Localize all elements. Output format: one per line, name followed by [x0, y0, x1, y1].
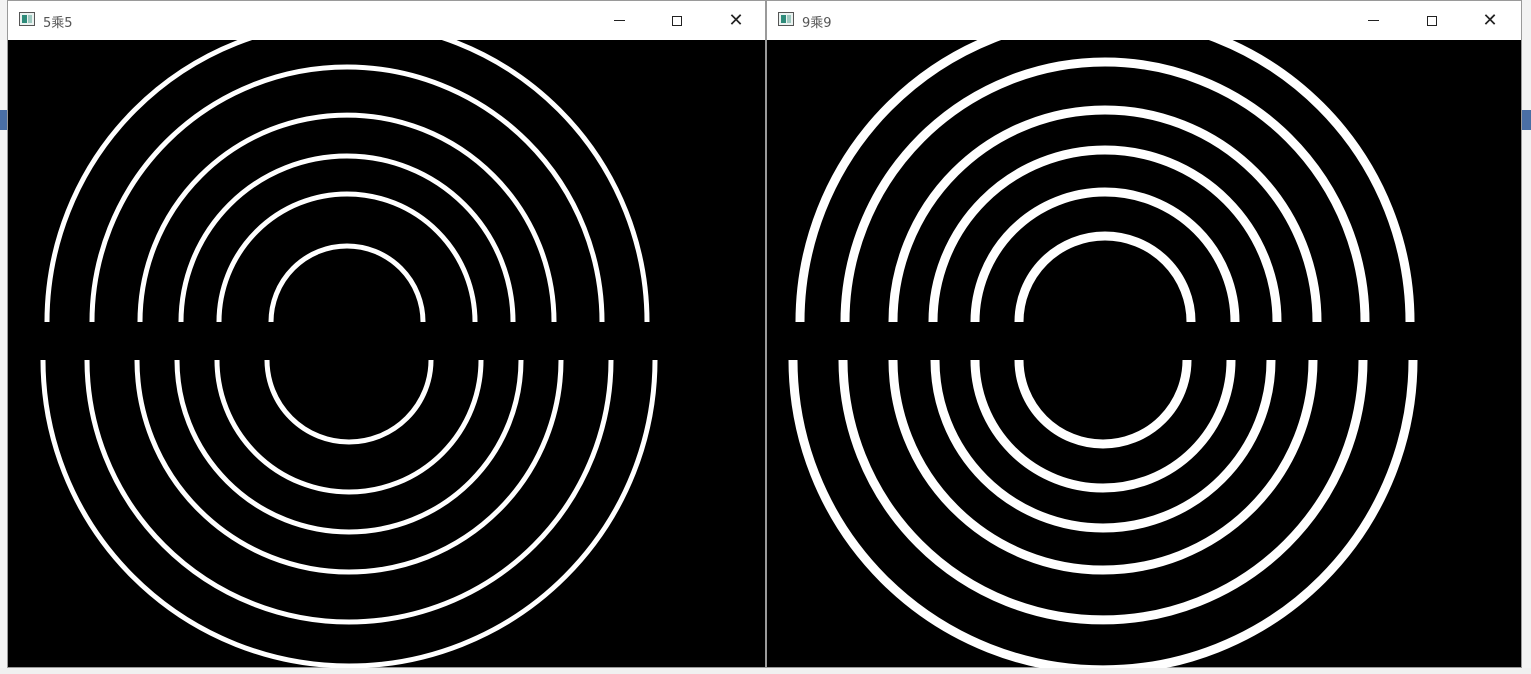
- ring-upper-arc-4: [888, 105, 1322, 323]
- ring-lower-arc-4: [134, 359, 564, 575]
- ring-upper-arc-6: [44, 40, 650, 323]
- opencv-window-icon: [19, 12, 35, 26]
- ring-lower-arc-4: [888, 359, 1318, 575]
- maximize-button[interactable]: [654, 1, 700, 40]
- ring-upper-arc-3: [928, 145, 1282, 323]
- ring-lower-arc-6: [788, 359, 1418, 668]
- close-icon: ✕: [728, 9, 744, 31]
- ring-upper-arc-2: [216, 191, 478, 323]
- image-window-2[interactable]: 9乘9 ✕: [766, 0, 1522, 668]
- opencv-window-icon: [778, 12, 794, 26]
- window-titlebar[interactable]: 9乘9 ✕: [767, 1, 1521, 40]
- close-icon: ✕: [1482, 9, 1498, 31]
- window-title: 9乘9: [802, 16, 832, 31]
- ring-lower-arc-1: [264, 359, 434, 445]
- image-5x5-result: [40, 40, 658, 668]
- maximize-icon: [1427, 15, 1437, 26]
- maximize-icon: [672, 15, 682, 26]
- image-canvas-2: [767, 40, 1521, 668]
- minimize-icon: [613, 20, 625, 21]
- image-9x9-result: [788, 40, 1418, 668]
- ring-upper-arc-6: [795, 40, 1415, 323]
- ring-lower-arc-6: [40, 359, 658, 668]
- ring-lower-arc-3: [174, 359, 524, 535]
- background-app-edge-bottom: [0, 668, 1531, 674]
- close-button[interactable]: ✕: [1467, 1, 1513, 40]
- image-window-1[interactable]: 5乘5 ✕: [7, 0, 766, 668]
- window-titlebar[interactable]: 5乘5 ✕: [8, 1, 765, 40]
- close-button[interactable]: ✕: [713, 1, 759, 40]
- ring-lower-arc-5: [84, 359, 614, 625]
- ring-upper-arc-1: [1014, 231, 1196, 323]
- ring-upper-arc-5: [89, 64, 605, 323]
- minimize-icon: [1367, 20, 1379, 21]
- ring-upper-arc-4: [137, 112, 557, 323]
- ring-lower-arc-2: [214, 359, 484, 495]
- background-app-edge-left: [0, 0, 8, 674]
- ring-upper-arc-5: [840, 57, 1370, 323]
- ring-lower-arc-1: [1014, 359, 1192, 449]
- window-title: 5乘5: [43, 16, 73, 31]
- ring-upper-arc-2: [970, 187, 1240, 323]
- maximize-button[interactable]: [1409, 1, 1455, 40]
- ring-lower-arc-2: [970, 359, 1236, 493]
- minimize-button[interactable]: [596, 1, 642, 40]
- ring-upper-arc-3: [178, 153, 516, 323]
- minimize-button[interactable]: [1350, 1, 1396, 40]
- background-app-edge-right: [1521, 0, 1531, 674]
- image-canvas-1: [8, 40, 765, 668]
- ring-upper-arc-1: [268, 243, 426, 323]
- ring-lower-arc-5: [838, 359, 1368, 625]
- ring-lower-arc-3: [930, 359, 1276, 533]
